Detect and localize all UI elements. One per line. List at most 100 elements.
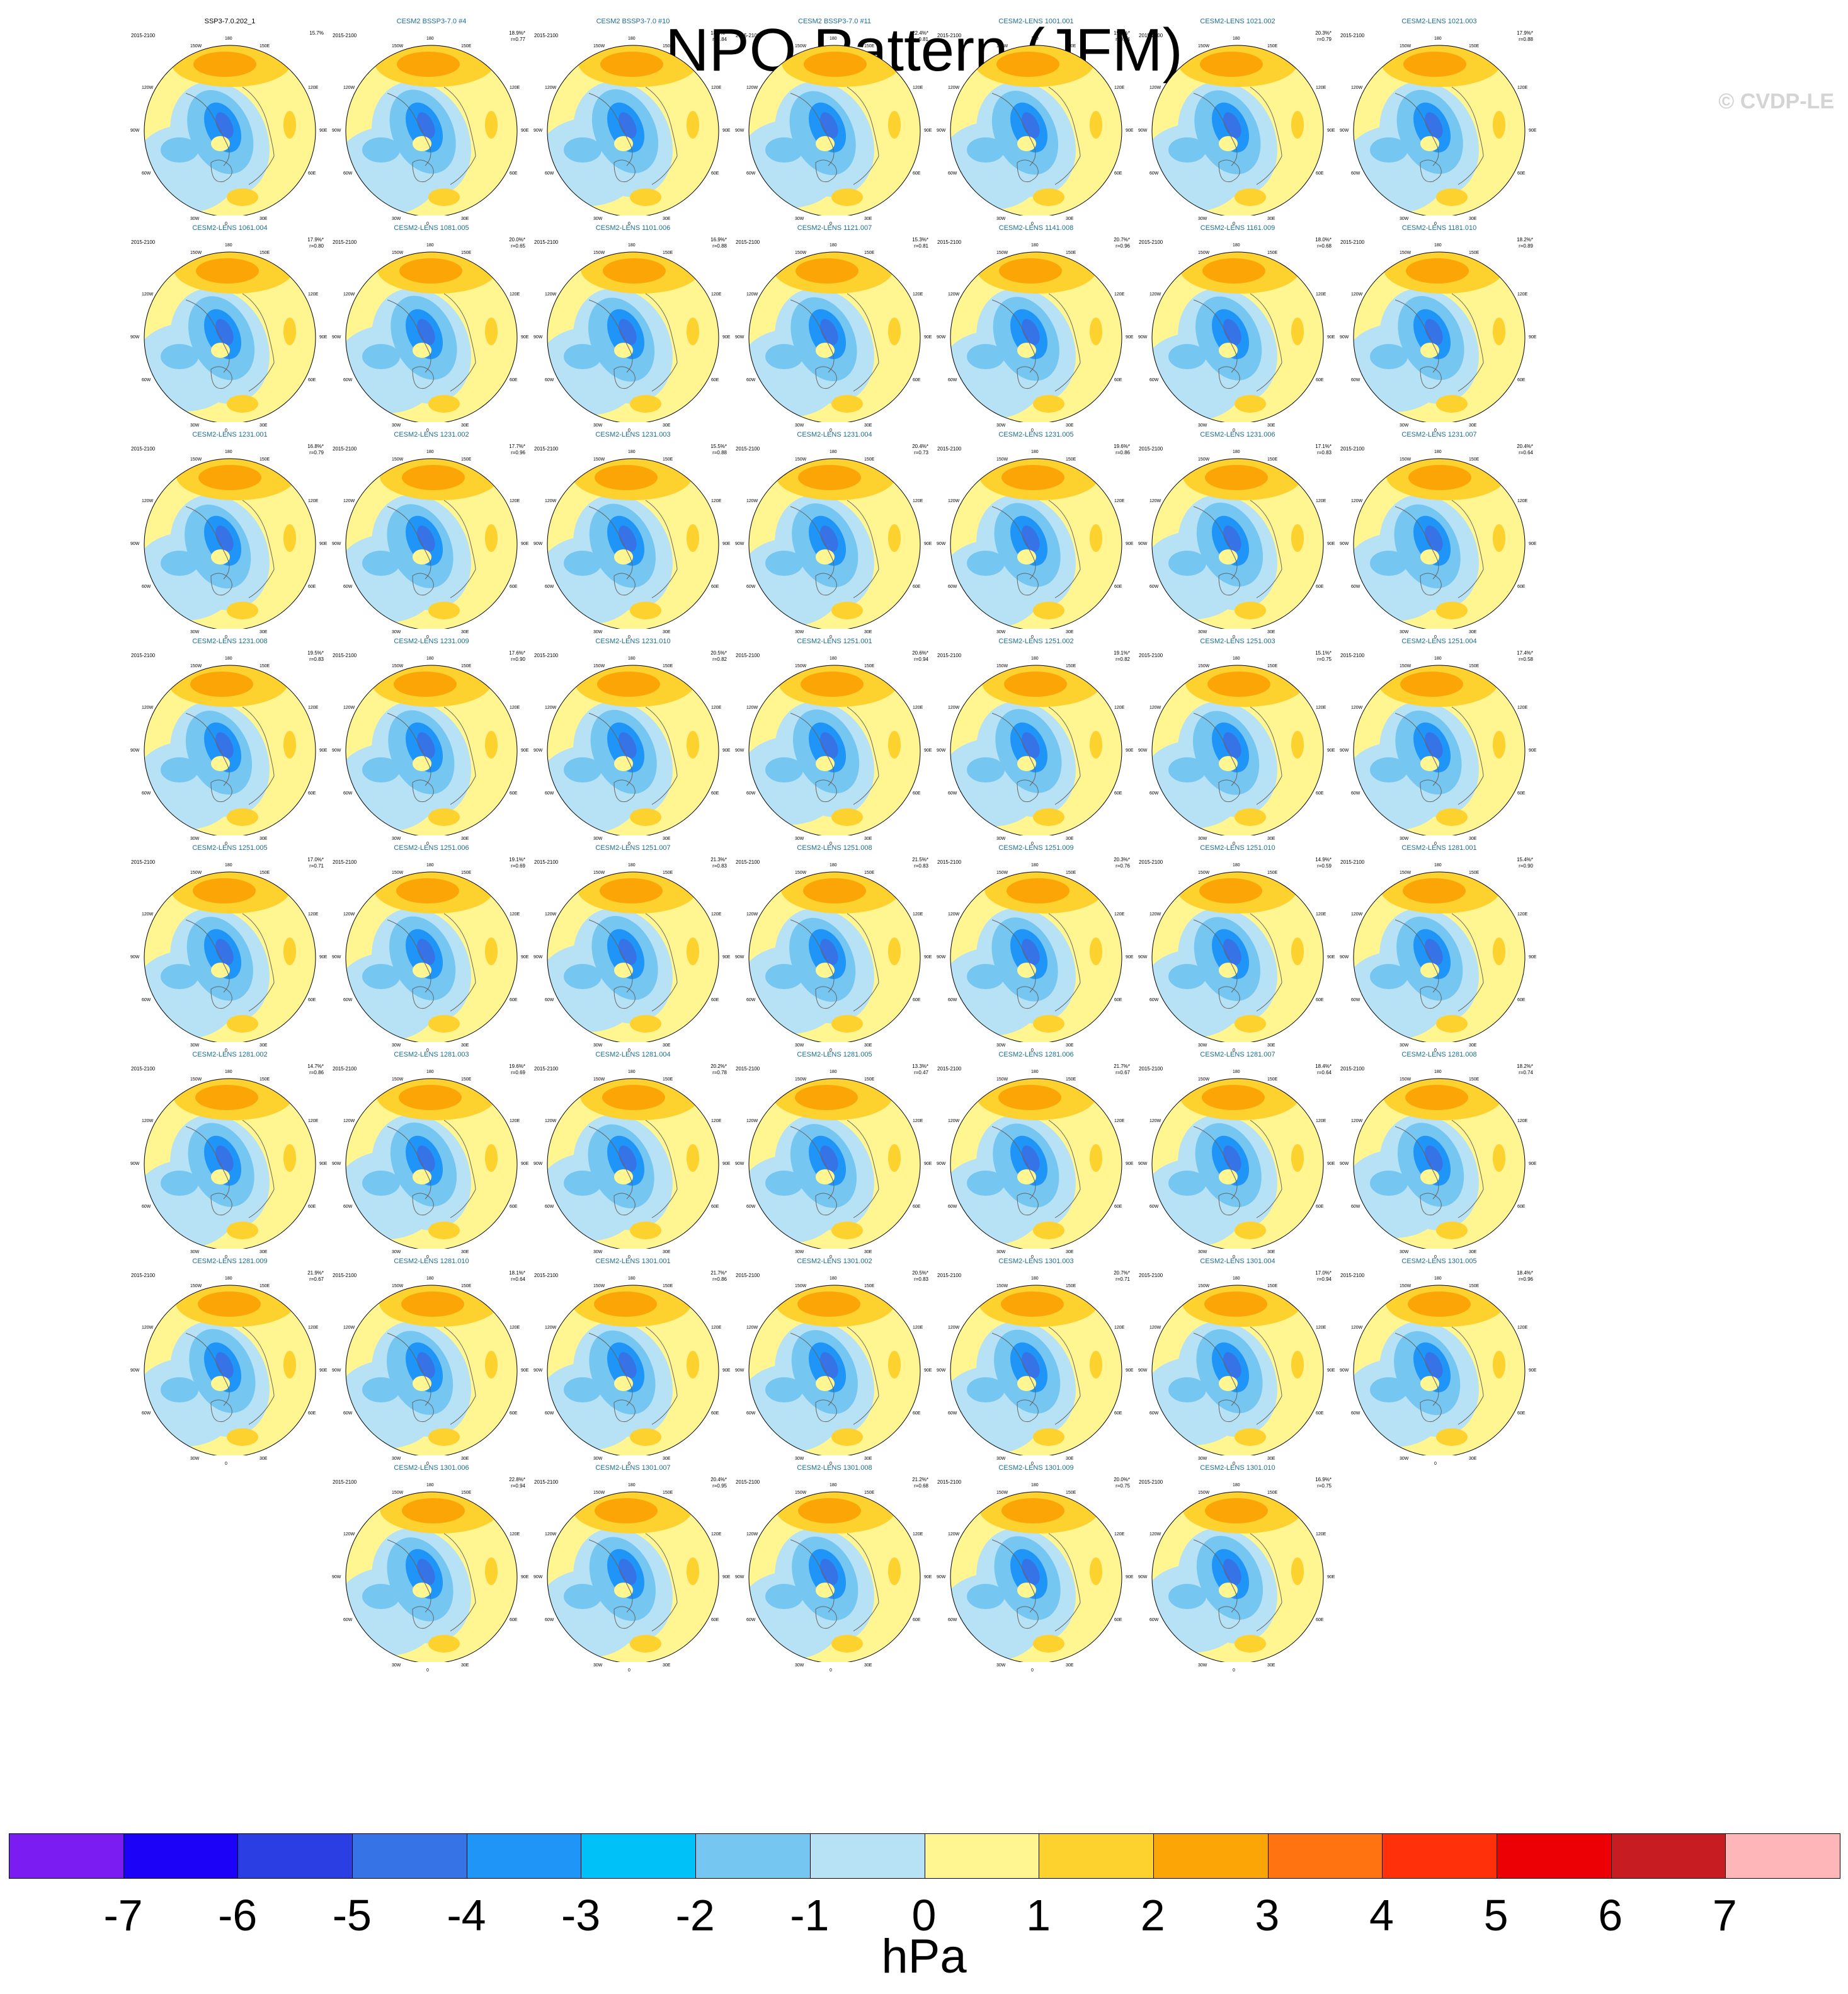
panel-variance-pct: 20.0%* bbox=[1114, 1477, 1130, 1482]
longitude-label: 0 bbox=[1233, 1668, 1235, 1673]
longitude-label: 150W bbox=[190, 1284, 202, 1288]
longitude-label: 90E bbox=[722, 1575, 731, 1579]
polar-map bbox=[144, 665, 316, 835]
longitude-label: 30E bbox=[1066, 217, 1074, 221]
longitude-label: 90W bbox=[1340, 1368, 1349, 1373]
longitude-label: 120E bbox=[1517, 292, 1528, 297]
panel-variance-pct: 17.0%* bbox=[307, 857, 324, 862]
panel-stats: 16.9%* r=0.88 bbox=[710, 237, 727, 249]
panel-stats: 13.3%* r=0.47 bbox=[912, 1063, 928, 1076]
panel-title: CESM2-LENS 1181.010 bbox=[1401, 224, 1477, 232]
panel-years: 2015-2100 bbox=[1139, 1479, 1163, 1485]
longitude-label: 180 bbox=[1434, 656, 1442, 661]
panel-title: CESM2-LENS 1281.002 bbox=[192, 1051, 268, 1058]
longitude-label: 180 bbox=[1233, 37, 1240, 41]
panel-variance-pct: 14.9%* bbox=[1315, 857, 1332, 862]
longitude-label: 30E bbox=[461, 1457, 469, 1461]
map-panel: CESM2-LENS 1181.010 2015-2100 18.2%* r=0.89… bbox=[1339, 221, 1539, 433]
longitude-label: 120E bbox=[1316, 86, 1326, 90]
panel-title: CESM2 BSSP3-7.0 #4 bbox=[396, 18, 467, 25]
panel-correlation: r=0.78 bbox=[712, 1070, 727, 1075]
polar-map bbox=[1353, 871, 1526, 1042]
longitude-label: 90E bbox=[722, 1162, 731, 1166]
longitude-label: 0 bbox=[628, 635, 630, 639]
longitude-label: 90W bbox=[937, 129, 946, 133]
longitude-label: 90W bbox=[735, 748, 744, 753]
longitude-label: 90W bbox=[937, 1368, 946, 1373]
longitude-label: 90E bbox=[924, 129, 932, 133]
longitude-label: 150E bbox=[1066, 871, 1076, 875]
panel-variance-pct: 21.3%* bbox=[710, 857, 727, 862]
panel-stats: 20.0%* r=0.65 bbox=[509, 237, 525, 249]
longitude-label: 180 bbox=[426, 450, 434, 454]
longitude-label: 180 bbox=[225, 37, 232, 41]
panel-correlation: r=0.90 bbox=[511, 656, 525, 662]
longitude-label: 120W bbox=[1149, 912, 1161, 917]
panel-variance-pct: 21.9%* bbox=[307, 1270, 324, 1276]
map-panel: CESM2-LENS 1021.003 2015-2100 17.9%* r=0.88… bbox=[1339, 14, 1539, 226]
longitude-label: 60E bbox=[711, 1411, 719, 1416]
longitude-label: 150E bbox=[1066, 44, 1076, 49]
map-panel: CESM2-LENS 1231.009 2015-2100 17.6%* r=0.90… bbox=[331, 634, 532, 846]
longitude-label: 120W bbox=[948, 499, 960, 503]
longitude-label: 150E bbox=[461, 664, 472, 668]
longitude-label: 150E bbox=[1267, 44, 1278, 49]
longitude-label: 120W bbox=[746, 1119, 758, 1123]
panel-years: 2015-2100 bbox=[1139, 239, 1163, 245]
panel-years: 2015-2100 bbox=[937, 446, 962, 452]
map-panel: CESM2-LENS 1281.006 2015-2100 21.7%* r=0.67… bbox=[936, 1047, 1136, 1259]
panel-years: 2015-2100 bbox=[937, 239, 962, 245]
longitude-label: 0 bbox=[1031, 1668, 1034, 1673]
longitude-label: 150W bbox=[1198, 44, 1210, 49]
longitude-label: 30E bbox=[1267, 1043, 1275, 1048]
polar-map bbox=[144, 871, 316, 1042]
panel-correlation: r=0.88 bbox=[712, 243, 727, 249]
map-panel: CESM2-LENS 1231.007 2015-2100 20.4%* r=0.64… bbox=[1339, 427, 1539, 639]
longitude-label: 150W bbox=[190, 251, 202, 255]
longitude-label: 150W bbox=[996, 1491, 1008, 1495]
longitude-label: 30E bbox=[1469, 1043, 1477, 1048]
longitude-label: 60E bbox=[1114, 171, 1122, 176]
longitude-label: 30E bbox=[461, 423, 469, 428]
panel-variance-pct: 20.5%* bbox=[912, 1270, 928, 1276]
longitude-label: 60E bbox=[1114, 998, 1122, 1002]
longitude-label: 0 bbox=[225, 1048, 227, 1053]
longitude-label: 150W bbox=[190, 871, 202, 875]
longitude-label: 120W bbox=[1149, 1119, 1161, 1123]
longitude-label: 180 bbox=[830, 863, 837, 868]
longitude-label: 60W bbox=[142, 1205, 151, 1209]
longitude-label: 150W bbox=[1400, 44, 1412, 49]
polar-map bbox=[547, 871, 719, 1042]
longitude-label: 120E bbox=[711, 1119, 722, 1123]
longitude-label: 30W bbox=[593, 1457, 603, 1461]
longitude-label: 150E bbox=[260, 1077, 270, 1082]
panel-stats: 19.5%* r=0.83 bbox=[307, 650, 324, 663]
panel-variance-pct: 20.6%* bbox=[912, 650, 928, 656]
longitude-label: 30E bbox=[864, 1043, 872, 1048]
longitude-label: 180 bbox=[225, 1276, 232, 1281]
panel-stats: 15.7% bbox=[309, 30, 324, 37]
panel-title: CESM2-LENS 1251.010 bbox=[1200, 844, 1275, 852]
panel-years: 2015-2100 bbox=[937, 33, 962, 38]
longitude-label: 120E bbox=[913, 1119, 923, 1123]
longitude-label: 120E bbox=[1316, 706, 1326, 710]
longitude-label: 90W bbox=[937, 748, 946, 753]
map-panel: CESM2-LENS 1231.008 2015-2100 19.5%* r=0.83… bbox=[130, 634, 330, 846]
longitude-label: 0 bbox=[1434, 1048, 1437, 1053]
longitude-label: 30W bbox=[1400, 630, 1409, 634]
longitude-label: 60W bbox=[746, 791, 756, 796]
longitude-label: 90W bbox=[1138, 129, 1148, 133]
longitude-label: 180 bbox=[628, 450, 636, 454]
longitude-label: 0 bbox=[1233, 428, 1235, 433]
panel-title: CESM2-LENS 1121.007 bbox=[797, 224, 872, 232]
panel-years: 2015-2100 bbox=[333, 33, 357, 38]
longitude-label: 60E bbox=[510, 1618, 518, 1622]
longitude-label: 90E bbox=[1529, 129, 1537, 133]
polar-map bbox=[950, 1078, 1122, 1249]
map-panel: CESM2-LENS 1021.002 2015-2100 20.3%* r=0.79… bbox=[1138, 14, 1338, 226]
longitude-label: 30E bbox=[663, 837, 671, 841]
longitude-label: 120W bbox=[545, 499, 557, 503]
longitude-label: 30W bbox=[190, 630, 200, 634]
longitude-label: 180 bbox=[426, 1276, 434, 1281]
longitude-label: 60E bbox=[711, 171, 719, 176]
